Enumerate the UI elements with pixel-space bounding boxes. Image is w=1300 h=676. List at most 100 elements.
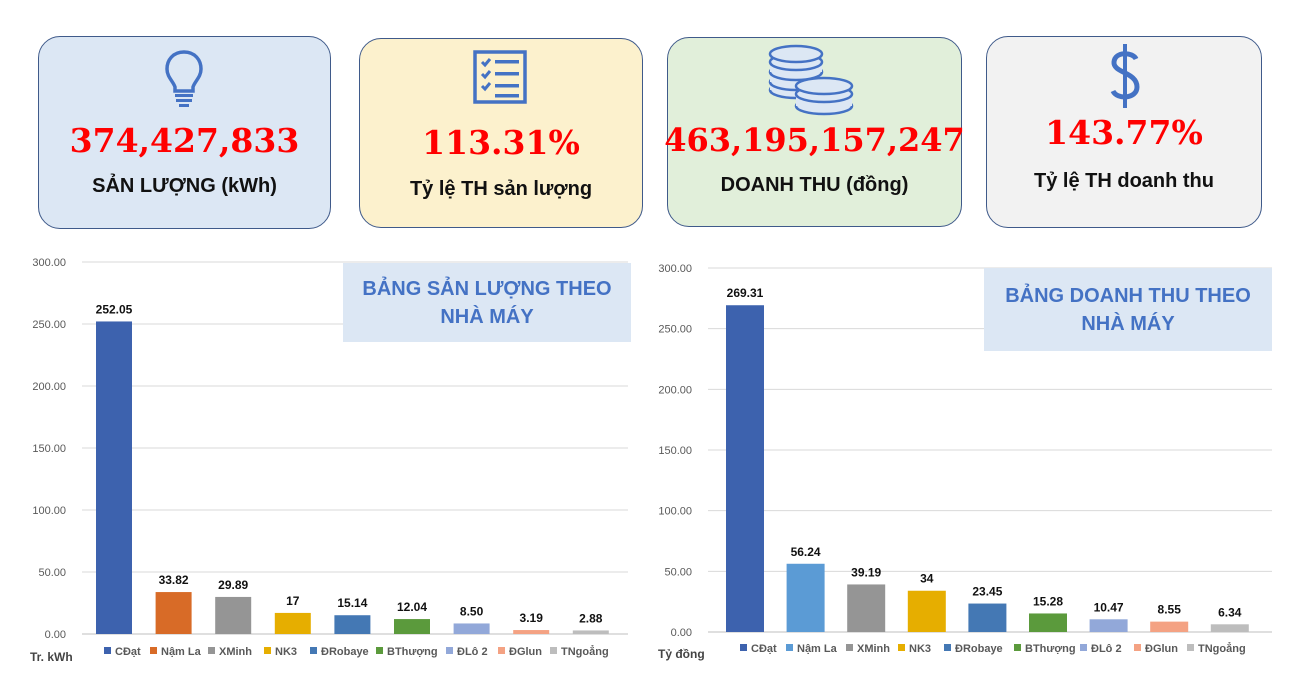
legend-swatch	[208, 647, 215, 654]
y-tick-label: 100.00	[32, 505, 66, 517]
bar	[215, 596, 252, 634]
legend-label: TNgoẳng	[1198, 642, 1246, 655]
coins-icon	[768, 44, 854, 116]
kpi-card-production: 374,427,833 SẢN LƯỢNG (kWh)	[38, 36, 331, 229]
bar	[274, 612, 311, 634]
data-label: 29.89	[218, 578, 248, 592]
bar	[847, 584, 886, 632]
bar	[1089, 619, 1128, 632]
legend-swatch	[498, 647, 505, 654]
y-tick-label: 300.00	[32, 257, 66, 269]
data-label: 10.47	[1094, 600, 1124, 614]
y-tick-label: 200.00	[32, 381, 66, 393]
kpi-card-revenue-rate: 143.77% Tỷ lệ TH doanh thu	[986, 36, 1262, 228]
data-label: 269.31	[727, 286, 764, 300]
legend-swatch	[1187, 644, 1194, 651]
kpi-value: 374,427,833	[69, 121, 300, 160]
legend-label: ĐLô 2	[457, 646, 488, 658]
y-tick-label: 200.00	[658, 384, 692, 396]
legend-swatch	[846, 644, 853, 651]
data-label: 6.34	[1218, 605, 1242, 619]
legend-label: BThượng	[387, 646, 438, 658]
kpi-value: 113.31%	[422, 123, 580, 162]
data-label: 34	[920, 572, 934, 586]
bar	[96, 321, 132, 634]
legend-label: BThượng	[1025, 643, 1076, 655]
legend-swatch	[150, 647, 157, 654]
kpi-card-production-rate: 113.31% Tỷ lệ TH sản lượng	[359, 38, 643, 228]
legend-label: TNgoẳng	[561, 645, 609, 658]
data-label: 15.28	[1033, 594, 1063, 608]
y-tick-label: 250.00	[658, 324, 692, 336]
data-label: 15.14	[337, 596, 367, 610]
bar	[1210, 624, 1249, 632]
dollar-icon	[1110, 44, 1140, 108]
legend-swatch	[944, 644, 951, 651]
legend-swatch	[1014, 644, 1021, 651]
legend-label: NK3	[909, 643, 931, 655]
y-tick-label: 250.00	[32, 319, 66, 331]
legend-swatch	[104, 647, 111, 654]
data-label: 33.82	[159, 573, 189, 587]
bar	[1029, 613, 1067, 632]
bar	[907, 590, 946, 632]
kpi-label: SẢN LƯỢNG (kWh)	[92, 175, 277, 197]
legend-label: Nậm La	[797, 643, 838, 655]
legend-label: NK3	[275, 646, 297, 658]
y-tick-label: 150.00	[32, 443, 66, 455]
bar	[1150, 621, 1189, 632]
data-label: 17	[286, 594, 300, 608]
bar	[726, 305, 764, 632]
bar	[453, 623, 490, 634]
y-tick-label: 100.00	[658, 506, 692, 518]
legend-swatch	[1134, 644, 1141, 651]
chart-title: BẢNG SẢN LƯỢNG THEO NHÀ MÁY	[343, 263, 631, 342]
kpi-label: Tỷ lệ TH sản lượng	[409, 178, 593, 200]
data-label: 3.19	[520, 611, 544, 625]
data-label: 8.55	[1158, 603, 1182, 617]
legend-swatch	[376, 647, 383, 654]
legend-label: ĐGlun	[509, 646, 542, 658]
bar	[572, 630, 609, 634]
y-tick-label: 50.00	[664, 566, 692, 578]
legend-label: CĐạt	[115, 646, 141, 658]
data-label: 8.50	[460, 604, 484, 618]
legend-swatch	[740, 644, 747, 651]
kpi-value: 143.77%	[1045, 113, 1203, 152]
data-label: 23.45	[972, 585, 1002, 599]
legend-swatch	[1080, 644, 1087, 651]
kpi-card-revenue: 463,195,157,247 DOANH THU (đồng)	[664, 37, 965, 227]
kpi-value: 463,195,157,247	[664, 121, 965, 159]
bar	[334, 615, 371, 634]
bar	[786, 563, 825, 632]
legend-label: Nậm La	[161, 646, 202, 658]
data-label: 56.24	[791, 545, 821, 559]
legend-swatch	[786, 644, 793, 651]
legend-label: XMinh	[219, 646, 252, 658]
data-label: 252.05	[96, 302, 133, 316]
kpi-label: Tỷ lệ TH doanh thu	[1034, 170, 1214, 192]
checklist-icon	[473, 50, 527, 104]
chart-unit-label: Tr. kWh	[30, 650, 73, 664]
legend-label: CĐạt	[751, 643, 777, 655]
bar	[155, 592, 192, 634]
data-label: 2.88	[579, 611, 603, 625]
y-tick-label: 150.00	[658, 445, 692, 457]
data-label: 12.04	[397, 600, 427, 614]
legend-label: XMinh	[857, 643, 890, 655]
bar	[968, 603, 1007, 632]
y-tick-label: 0.00	[45, 629, 66, 641]
legend-label: ĐRobaye	[955, 643, 1003, 655]
legend-label: ĐLô 2	[1091, 643, 1122, 655]
legend-swatch	[446, 647, 453, 654]
kpi-label: DOANH THU (đồng)	[720, 174, 909, 196]
bar	[513, 630, 550, 634]
legend-label: ĐRobaye	[321, 646, 369, 658]
y-tick-label: 300.00	[658, 263, 692, 275]
legend-swatch	[550, 647, 557, 654]
legend-label: ĐGlun	[1145, 643, 1178, 655]
data-label: 39.19	[851, 565, 881, 579]
y-tick-label: 0.00	[671, 627, 692, 639]
bar	[394, 619, 430, 634]
